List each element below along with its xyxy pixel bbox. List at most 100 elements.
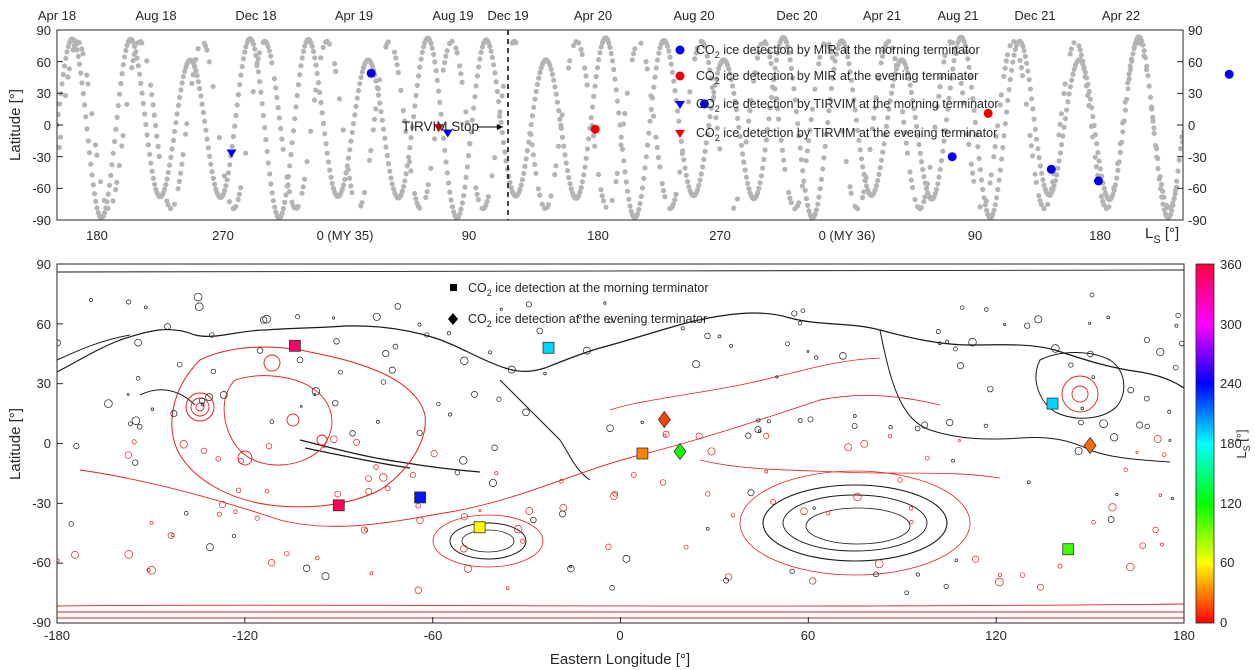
crater-contour xyxy=(630,471,637,478)
crater-contour xyxy=(622,555,631,563)
crater-contour xyxy=(662,433,667,438)
coverage-point xyxy=(150,102,156,108)
coverage-point xyxy=(116,162,122,169)
coverage-point xyxy=(763,41,769,47)
coverage-point xyxy=(655,154,662,161)
coverage-point xyxy=(521,170,527,177)
coverage-point xyxy=(876,76,882,82)
coverage-point xyxy=(269,60,275,66)
coverage-point xyxy=(726,66,732,72)
coverage-point xyxy=(588,115,594,121)
detection-marker-mir-morning xyxy=(1094,176,1103,186)
coverage-point xyxy=(899,109,906,115)
date-tick: Dec 20 xyxy=(776,8,817,23)
coverage-point xyxy=(1092,154,1098,160)
coverage-point xyxy=(268,53,274,59)
coverage-point xyxy=(1147,94,1154,100)
elysium-mons-contour xyxy=(1061,375,1099,413)
crater-contour xyxy=(269,419,275,424)
coverage-point xyxy=(979,177,985,183)
crater-contour xyxy=(569,565,572,569)
coverage-point xyxy=(203,127,209,133)
coverage-point xyxy=(697,177,703,183)
coverage-point xyxy=(208,161,214,167)
coverage-point xyxy=(301,176,308,182)
coverage-point xyxy=(1040,177,1046,183)
coverage-point xyxy=(1155,165,1161,172)
coverage-point xyxy=(519,177,526,183)
coverage-point xyxy=(843,48,850,54)
coverage-point xyxy=(1170,202,1176,208)
y-tick-label: 60 xyxy=(1188,55,1202,70)
crater-contour xyxy=(1178,340,1184,347)
coverage-point xyxy=(636,206,642,213)
coverage-point xyxy=(165,169,171,176)
coverage-point xyxy=(935,181,941,187)
coverage-point xyxy=(872,187,878,193)
coverage-point xyxy=(494,88,500,95)
coverage-point xyxy=(599,193,605,199)
coverage-point xyxy=(927,164,933,170)
coverage-point xyxy=(94,152,100,158)
colorbar-label: LS [°] xyxy=(1234,429,1252,458)
crater-contour xyxy=(126,393,130,396)
crater-contour xyxy=(424,332,430,338)
crater-contour xyxy=(1057,563,1063,569)
top-axis-ticks xyxy=(57,29,1183,221)
crater-contour xyxy=(1087,350,1094,358)
crater-contour xyxy=(295,314,301,320)
coverage-point xyxy=(491,62,497,68)
crater-contour xyxy=(179,440,188,449)
coverage-point xyxy=(226,199,232,205)
coverage-point xyxy=(558,125,564,131)
crater-contour xyxy=(215,456,222,462)
coverage-point xyxy=(788,65,795,71)
coverage-point xyxy=(1144,63,1150,69)
coverage-point xyxy=(380,126,387,132)
coverage-point xyxy=(952,50,958,57)
coverage-point xyxy=(881,141,887,147)
coverage-point xyxy=(238,185,244,191)
coverage-point xyxy=(1179,134,1183,140)
coverage-point xyxy=(1127,67,1134,73)
coverage-point xyxy=(203,43,209,49)
coverage-point xyxy=(414,82,420,88)
coverage-point xyxy=(991,154,997,160)
coverage-point xyxy=(523,156,529,162)
coverage-point xyxy=(395,69,401,76)
coverage-point xyxy=(859,195,866,201)
detection-marker-tirvim-morning xyxy=(442,129,453,138)
coverage-point xyxy=(756,185,762,192)
coverage-point xyxy=(842,43,848,49)
crater-contour xyxy=(1019,572,1026,578)
ls-tick: 180 xyxy=(1089,228,1111,243)
coverage-point xyxy=(168,205,174,212)
coverage-point xyxy=(942,128,948,134)
coverage-point xyxy=(85,138,91,144)
coverage-point xyxy=(966,64,972,70)
crater-contour xyxy=(998,572,1002,577)
coverage-point xyxy=(862,178,868,184)
coverage-point xyxy=(403,171,409,177)
coverage-point xyxy=(447,189,453,195)
coverage-point xyxy=(934,103,941,109)
coverage-point xyxy=(448,197,454,203)
coverage-point xyxy=(197,85,203,92)
coverage-point xyxy=(290,128,297,134)
coverage-point xyxy=(295,203,301,209)
coverage-point xyxy=(174,111,180,117)
coverage-point xyxy=(57,111,61,118)
coverage-point xyxy=(1081,65,1087,71)
coverage-point xyxy=(791,86,797,92)
coverage-point xyxy=(917,150,923,156)
coverage-point xyxy=(172,128,178,135)
coverage-point xyxy=(266,48,272,54)
coverage-point xyxy=(863,183,870,189)
crater-contour xyxy=(797,418,803,424)
crater-contour xyxy=(1108,503,1117,512)
coverage-point xyxy=(104,199,110,205)
coverage-point xyxy=(582,164,588,170)
coverage-point xyxy=(517,186,523,193)
coverage-point xyxy=(132,43,138,50)
coverage-point xyxy=(273,85,279,91)
